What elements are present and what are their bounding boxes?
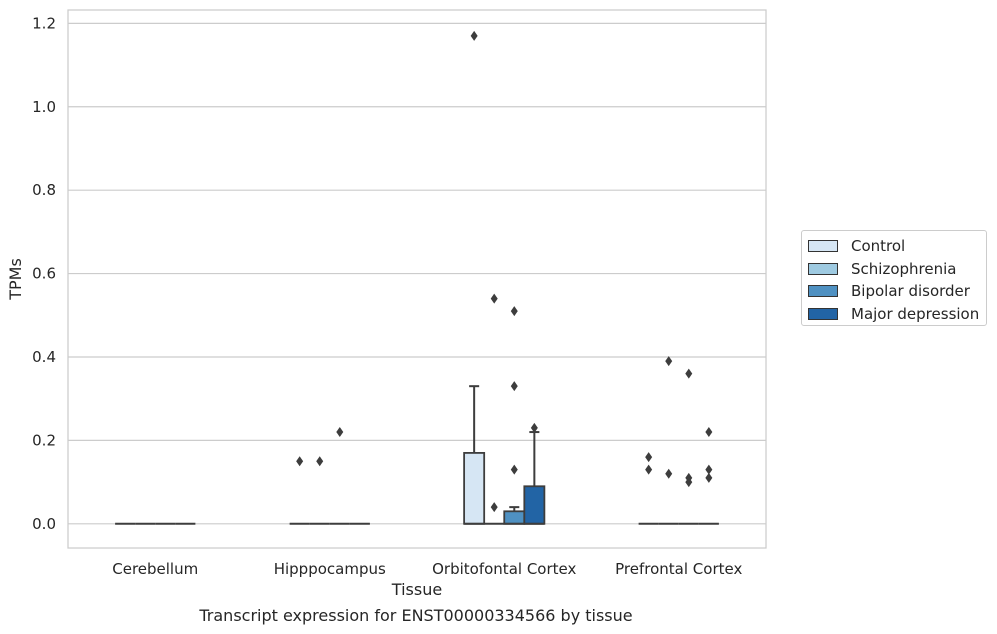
box-rect xyxy=(523,485,546,525)
legend: Control Schizophrenia Bipolar disorder Majo… xyxy=(801,230,987,326)
outlier-point xyxy=(705,427,713,438)
legend-label: Control xyxy=(851,237,906,256)
box-control xyxy=(289,456,310,525)
outlier-point xyxy=(316,456,324,467)
x-tick-label: Prefrontal Cortex xyxy=(615,560,742,578)
box-schizophrenia xyxy=(658,356,679,525)
legend-swatch xyxy=(808,240,838,253)
box-bipolar-disorder xyxy=(329,427,350,525)
outlier-point xyxy=(665,356,673,367)
chart-caption: Transcript expression for ENST0000033456… xyxy=(199,606,633,625)
outlier-point xyxy=(665,468,673,479)
outlier-point xyxy=(705,464,713,475)
box-rect xyxy=(503,510,526,525)
y-tick-label: 0.6 xyxy=(32,265,56,283)
outlier-point xyxy=(685,368,693,379)
legend-label: Schizophrenia xyxy=(851,259,957,278)
box-major-depression xyxy=(523,422,546,525)
legend-label: Major depression xyxy=(851,304,980,323)
box-bipolar-disorder xyxy=(503,306,526,525)
box-bipolar-disorder xyxy=(678,368,699,525)
box-control xyxy=(638,452,659,525)
x-tick-label: Hipppocampus xyxy=(274,560,386,578)
x-tick-label: Cerebellum xyxy=(112,560,198,578)
outlier-point xyxy=(510,464,518,475)
y-tick-label: 0.4 xyxy=(32,348,56,366)
x-axis-label: Tissue xyxy=(391,580,442,599)
y-tick-label: 1.0 xyxy=(32,98,56,116)
y-tick-label: 0.2 xyxy=(32,431,56,449)
outlier-point xyxy=(296,456,304,467)
legend-item: Major depression xyxy=(808,303,986,326)
legend-item: Bipolar disorder xyxy=(808,280,986,303)
outlier-point xyxy=(645,452,653,463)
outlier-point xyxy=(645,464,653,475)
legend-label: Bipolar disorder xyxy=(851,282,970,301)
legend-swatch xyxy=(808,307,838,320)
legend-swatch xyxy=(808,262,838,275)
outlier-point xyxy=(490,293,498,304)
x-tick-label: Orbitofontal Cortex xyxy=(432,560,576,578)
y-tick-label: 0.8 xyxy=(32,181,56,199)
y-tick-label: 1.2 xyxy=(32,14,56,32)
legend-swatch xyxy=(808,285,838,298)
box-major-depression xyxy=(698,427,719,525)
box-groups xyxy=(115,30,719,525)
outlier-point xyxy=(530,422,538,433)
outlier-point xyxy=(705,472,713,483)
legend-item: Control xyxy=(808,235,986,258)
y-tick-labels: 0.0 0.2 0.4 0.6 0.8 1.0 1.2 xyxy=(32,14,56,532)
y-axis-label: TPMs xyxy=(6,258,25,301)
box-schizophrenia xyxy=(484,293,505,525)
outlier-point xyxy=(336,427,344,438)
outlier-point xyxy=(510,381,518,392)
plot-frame xyxy=(67,9,767,549)
box-schizophrenia xyxy=(309,456,330,525)
outlier-point xyxy=(685,477,693,488)
outlier-point xyxy=(470,30,478,41)
legend-item: Schizophrenia xyxy=(808,258,986,281)
box-control xyxy=(463,30,486,525)
outlier-point xyxy=(490,502,498,513)
grid-lines xyxy=(68,22,766,525)
box-rect xyxy=(463,452,486,525)
x-tick-labels: Cerebellum Hipppocampus Orbitofontal Corte… xyxy=(112,560,742,578)
y-tick-label: 0.0 xyxy=(32,515,56,533)
outlier-point xyxy=(510,306,518,317)
